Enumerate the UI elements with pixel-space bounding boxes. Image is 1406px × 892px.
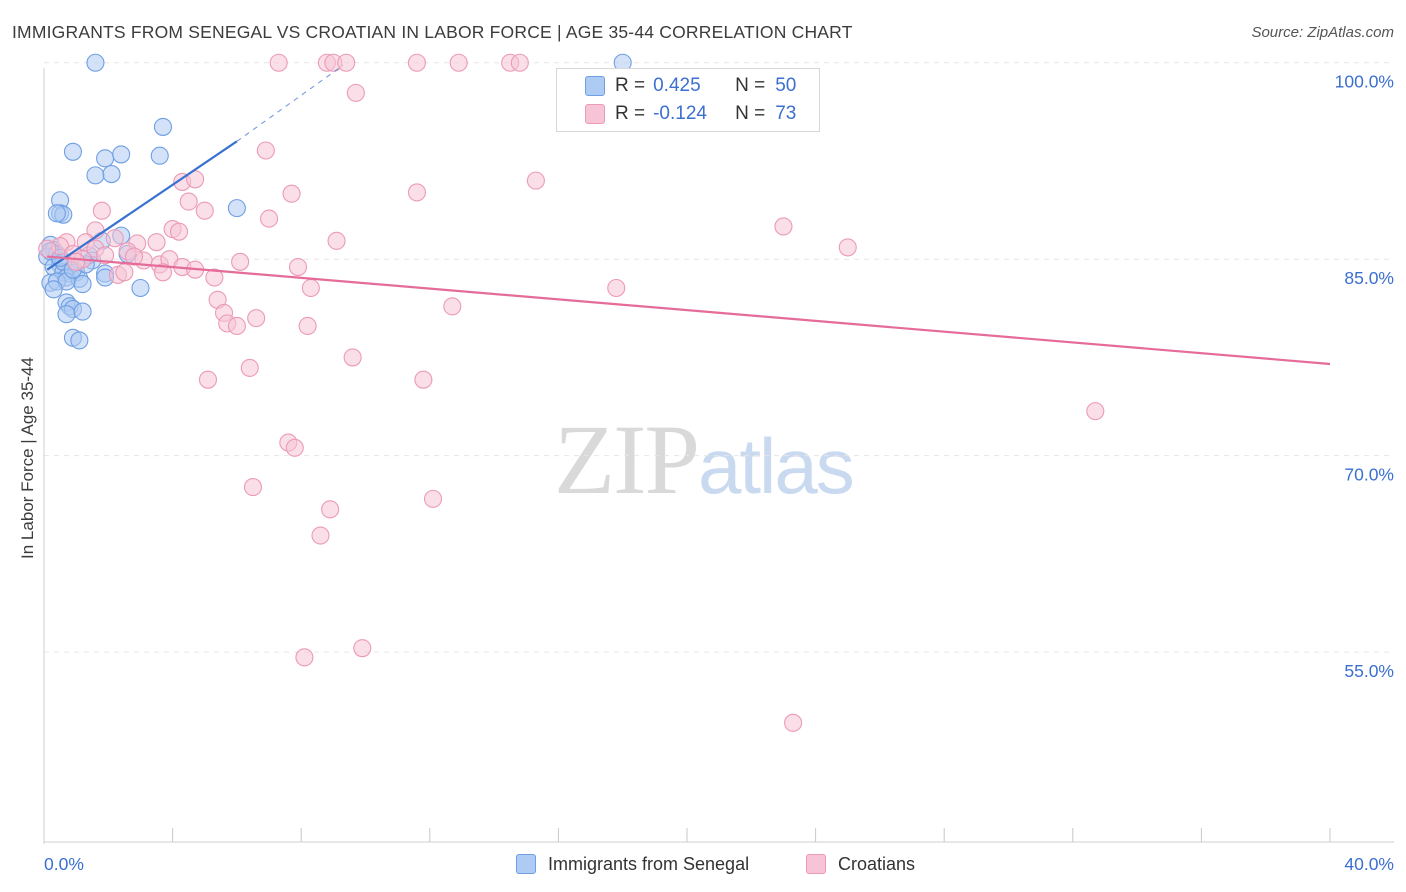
senegal-point	[112, 145, 131, 164]
croatian-point	[774, 217, 793, 236]
croatian-point	[288, 258, 308, 277]
senegal-point	[73, 302, 92, 321]
croatian-point	[231, 252, 250, 271]
x-tick-label: 0.0%	[44, 854, 84, 874]
croatian-point	[240, 358, 259, 377]
croatian-point	[198, 370, 218, 389]
legend-n-value: 50	[775, 75, 797, 96]
croatian-point	[414, 370, 433, 389]
senegal-point	[227, 199, 246, 218]
source-credit: Source: ZipAtlas.com	[1251, 24, 1394, 41]
legend-r-label: R =	[615, 75, 646, 96]
croatian-point	[1086, 402, 1105, 421]
croatian-point	[282, 184, 301, 203]
senegal-point	[150, 146, 169, 165]
croatian-point	[346, 83, 365, 102]
croatian-point	[510, 53, 529, 72]
y-tick-label: 70.0%	[1344, 465, 1394, 485]
croatian-point	[838, 238, 857, 257]
watermark-zip: ZIP	[554, 404, 700, 515]
legend-row-croatians: R = -0.124 N = 73	[615, 102, 796, 126]
legend-r-value: -0.124	[653, 103, 707, 124]
croatian-point	[153, 263, 173, 282]
croatian-point	[96, 246, 115, 265]
senegal-point	[131, 278, 150, 298]
senegal-point	[73, 275, 92, 294]
legend-n-value: 73	[775, 103, 797, 124]
croatian-point	[423, 489, 443, 508]
senegal-trend-line	[46, 140, 238, 271]
croatian-point	[449, 53, 468, 72]
croatian-point	[295, 648, 314, 667]
croatian-point	[301, 278, 320, 298]
senegal-point	[102, 165, 121, 184]
croatian-point	[247, 309, 266, 328]
correlation-legend: R = 0.425 N = 50 R = -0.124 N = 73	[556, 68, 820, 132]
legend-label-senegal: Immigrants from Senegal	[548, 853, 750, 874]
legend-item-croatians: Croatians	[806, 851, 915, 877]
croatian-point	[179, 192, 198, 211]
croatian-point	[407, 183, 426, 202]
senegal-point	[44, 280, 63, 299]
legend-label-croatians: Croatians	[838, 853, 916, 874]
croatian-point	[298, 316, 317, 336]
senegal-point	[153, 117, 173, 136]
senegal-point	[96, 149, 115, 168]
croatian-point	[269, 53, 288, 72]
chart-title: IMMIGRANTS FROM SENEGAL VS CROATIAN IN L…	[12, 22, 853, 42]
legend-r-label: R =	[615, 103, 646, 124]
legend-item-senegal: Immigrants from Senegal	[516, 851, 749, 877]
croatian-point	[227, 316, 246, 336]
croatian-point	[526, 171, 545, 190]
legend-n-label: N =	[735, 103, 766, 124]
croatian-point	[243, 478, 263, 497]
y-tick-label: 100.0%	[1335, 72, 1394, 92]
croatian-point	[443, 297, 462, 316]
croatian-point	[327, 231, 346, 250]
senegal-point	[86, 53, 105, 72]
croatian-point	[67, 252, 86, 271]
croatian-trend-line	[47, 255, 1331, 366]
legend-n-label: N =	[735, 75, 766, 96]
croatian-point	[407, 53, 426, 72]
croatian-point	[353, 639, 372, 658]
croatian-point	[105, 229, 124, 248]
croatian-point	[205, 268, 224, 287]
croatian-point	[147, 233, 166, 252]
croatian-point	[607, 278, 626, 298]
croatian-point	[92, 201, 111, 220]
legend-swatch-senegal	[585, 76, 605, 96]
senegal-point	[47, 204, 66, 223]
croatian-point	[337, 53, 356, 72]
croatian-point	[169, 222, 189, 241]
legend-swatch-croatians	[585, 104, 605, 124]
y-tick-label: 85.0%	[1344, 268, 1394, 288]
legend-swatch-croatians	[806, 854, 826, 874]
croatian-point	[115, 263, 134, 282]
croatian-point	[285, 438, 304, 457]
legend-r-value: 0.425	[653, 75, 701, 96]
croatian-point	[784, 713, 803, 732]
x-tick-label: 40.0%	[1344, 854, 1394, 874]
senegal-point	[63, 142, 82, 161]
croatian-point	[124, 247, 144, 266]
croatian-point	[256, 141, 275, 160]
croatian-point	[195, 201, 214, 220]
senegal-point	[86, 166, 105, 185]
croatian-point	[259, 209, 279, 228]
legend-swatch-senegal	[516, 854, 536, 874]
y-tick-label: 55.0%	[1344, 661, 1394, 681]
watermark-atlas: atlas	[698, 422, 855, 510]
senegal-point	[57, 305, 76, 324]
watermark: ZIPatlas	[554, 402, 855, 517]
senegal-point	[70, 331, 89, 350]
croatian-point	[343, 348, 362, 367]
senegal-trend-extension	[236, 64, 344, 142]
croatian-point	[321, 500, 340, 519]
legend-row-senegal: R = 0.425 N = 50	[615, 74, 796, 98]
croatian-point	[311, 526, 330, 545]
croatian-point	[38, 239, 57, 258]
